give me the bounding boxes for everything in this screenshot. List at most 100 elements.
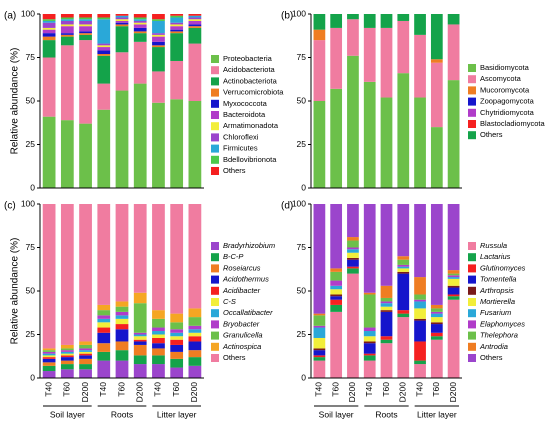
bar-segment <box>97 109 111 188</box>
y-tick-label: 100 <box>292 8 306 18</box>
bar-segment <box>414 97 426 188</box>
bar-segment <box>188 341 202 351</box>
bar-segment <box>430 322 443 325</box>
bar-segment <box>347 55 359 189</box>
bar-segment <box>397 271 410 274</box>
legend-label: Chloroflexi <box>223 132 259 141</box>
bar-segment <box>447 204 460 271</box>
bar-segment <box>152 337 165 344</box>
legend-label: Zoopagomycota <box>480 97 535 106</box>
bar-segment <box>60 19 74 21</box>
bar-segment <box>133 14 147 18</box>
bar-segment <box>380 336 393 340</box>
bar-segment <box>397 310 410 314</box>
bar-segment <box>115 26 129 53</box>
legend-label: Russula <box>480 241 507 250</box>
bar-segment <box>79 123 92 188</box>
bar-segment <box>79 33 92 35</box>
legend-label: Others <box>480 353 503 362</box>
bar-segment <box>79 34 92 41</box>
bar-segment <box>60 360 74 365</box>
bar-segment <box>152 14 165 20</box>
bar-segment <box>363 336 376 342</box>
bar-segment <box>363 360 376 378</box>
bar-segment <box>60 26 74 34</box>
bar-segment <box>60 350 74 352</box>
x-tick-label: D200 <box>398 382 408 403</box>
bar-segment <box>97 343 111 352</box>
legend-swatch <box>211 133 219 142</box>
bar-segment <box>430 332 443 337</box>
bar-segment <box>97 83 111 110</box>
bar-segment <box>330 280 343 286</box>
bar-segment <box>380 204 393 286</box>
legend-label: C-S <box>223 297 236 306</box>
bar-segment <box>133 24 147 28</box>
legend-label: Ascomycota <box>480 74 522 83</box>
panel-label: (a) <box>4 11 16 22</box>
bar-segment <box>188 26 202 28</box>
group-label: Litter layer <box>417 409 457 419</box>
legend-label: Basidiomycota <box>480 63 530 72</box>
bar-segment <box>42 357 56 359</box>
bar-segment <box>60 369 74 378</box>
bar-segment <box>430 317 443 323</box>
bar-segment <box>152 348 165 356</box>
bar-segment <box>115 22 129 25</box>
bar-segment <box>170 14 184 16</box>
bar-segment <box>170 358 184 368</box>
bar-segment <box>152 36 165 42</box>
bar-segment <box>115 329 129 342</box>
bar-segment <box>363 14 376 28</box>
bar-segment <box>79 14 92 18</box>
bar-segment <box>347 266 359 269</box>
bar-segment <box>414 320 426 342</box>
bar-segment <box>447 277 460 279</box>
bar-segment <box>97 50 111 55</box>
bar-segment <box>188 332 202 337</box>
legend-swatch <box>211 298 219 306</box>
legend-label: Bacteroidota <box>223 110 266 119</box>
bar-segment <box>430 311 443 314</box>
bar-segment <box>397 256 410 260</box>
bar-segment <box>60 355 74 358</box>
legend-swatch <box>211 77 219 86</box>
bar-segment <box>188 43 202 101</box>
legend-label: Granulicella <box>223 331 263 340</box>
bar-segment <box>188 308 202 318</box>
bar-segment <box>380 310 393 312</box>
legend-label: Others <box>223 166 246 175</box>
bar-segment <box>152 20 165 34</box>
legend-swatch <box>211 167 219 175</box>
bar-segment <box>133 31 147 34</box>
bar-segment <box>313 14 326 30</box>
bar-segment <box>133 83 147 188</box>
bar-segment <box>60 357 74 361</box>
bar-segment <box>397 204 410 257</box>
bar-segment <box>42 33 56 37</box>
bar-segment <box>397 73 410 188</box>
bar-segment <box>430 304 443 309</box>
bar-segment <box>447 294 460 297</box>
bar-segment <box>397 14 410 21</box>
bar-segment <box>380 27 393 98</box>
bar-segment <box>447 275 460 278</box>
bar-segment <box>414 308 426 319</box>
bar-segment <box>430 336 443 340</box>
bar-segment <box>347 247 359 250</box>
bar-segment <box>133 17 147 20</box>
bar-segment <box>115 14 129 16</box>
y-tick-label: 25 <box>26 329 36 339</box>
bar-segment <box>115 301 129 307</box>
bar-segment <box>313 327 326 338</box>
bar-segment <box>380 297 393 302</box>
bar-segment <box>115 15 129 18</box>
legend-label: Firmicutes <box>223 144 258 153</box>
bar-segment <box>414 277 426 295</box>
bar-segment <box>347 257 359 260</box>
bar-segment <box>115 20 129 23</box>
x-tick-label: T40 <box>153 382 163 397</box>
legend-label: B-C-P <box>223 252 243 261</box>
y-tick-label: 50 <box>297 285 307 295</box>
